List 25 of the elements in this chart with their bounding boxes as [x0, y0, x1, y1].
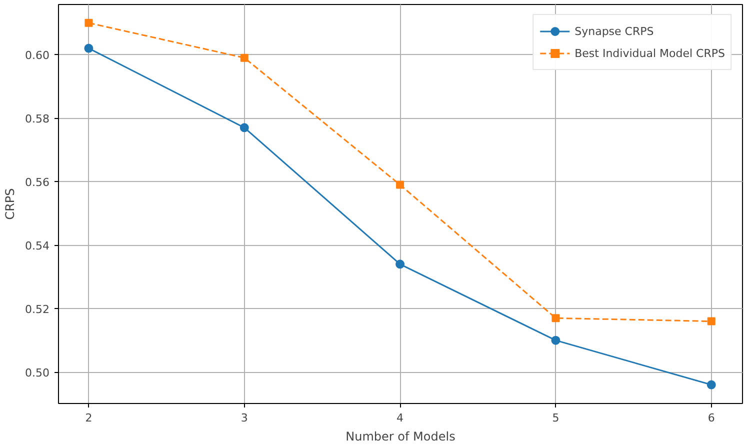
- y-tick-label: 0.52: [25, 303, 50, 316]
- point: [396, 260, 405, 269]
- x-tick-label: 4: [396, 412, 404, 424]
- point: [552, 314, 560, 322]
- y-tick-label: 0.56: [25, 176, 50, 190]
- y-tick-label: 0.60: [25, 49, 50, 62]
- y-axis-title: CRPS: [3, 188, 18, 220]
- point: [707, 317, 716, 326]
- point: [240, 54, 248, 62]
- point: [706, 380, 716, 390]
- x-tick-label: 3: [240, 412, 248, 424]
- point: [84, 18, 93, 27]
- legend-label: Synapse CRPS: [574, 24, 654, 38]
- point: [396, 180, 404, 189]
- point: [551, 336, 560, 345]
- point: [84, 44, 94, 53]
- point: [240, 123, 249, 132]
- x-tick-label: 5: [552, 412, 560, 424]
- legend-label: Best Individual Model CRPS: [574, 46, 725, 60]
- y-tick-label: 0.58: [25, 112, 50, 126]
- x-tick-label: 6: [708, 412, 715, 424]
- x-axis-title: Number of Models: [346, 430, 456, 444]
- y-tick-label: 0.54: [25, 240, 50, 253]
- x-tick-label: 2: [85, 412, 92, 424]
- y-tick-label: 0.50: [25, 366, 50, 380]
